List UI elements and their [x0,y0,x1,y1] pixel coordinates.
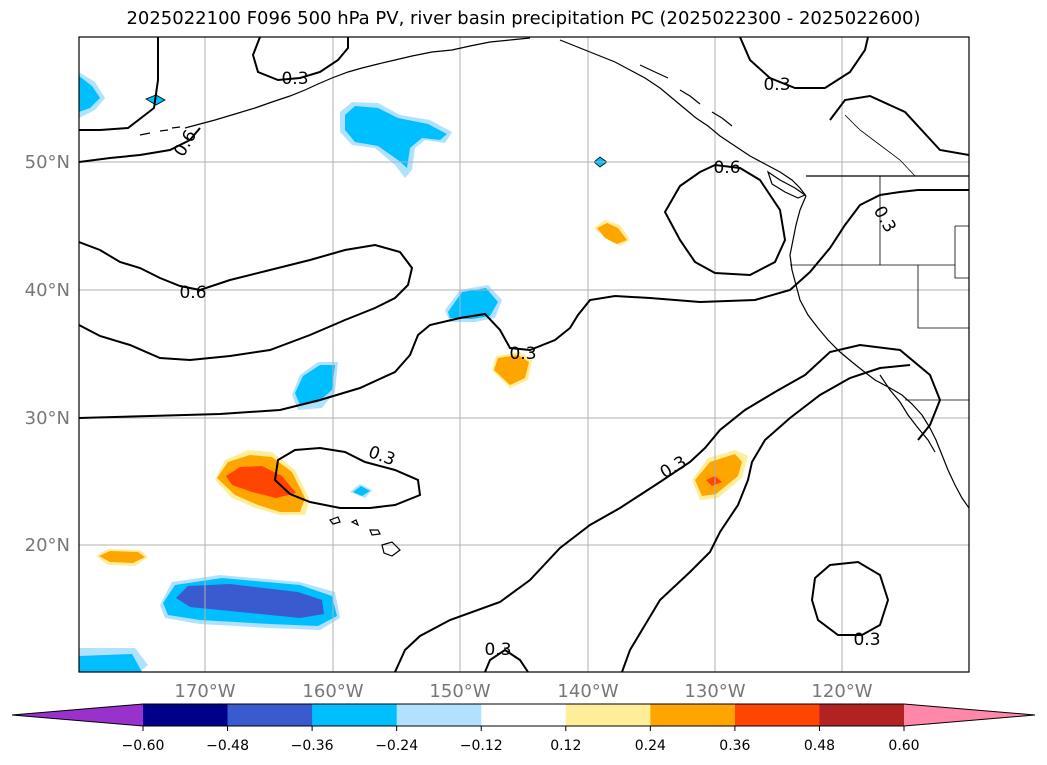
contour-label-03-central: 0.3 [509,344,536,364]
colorbar-tick-label: −0.60 [122,738,165,754]
gridlines [79,37,969,672]
lat-label-50n: 50°N [25,152,70,173]
contour-label-03-north: 0.3 [281,69,308,89]
latitude-labels: 50°N 40°N 30°N 20°N [25,152,70,556]
map-frame [78,36,970,673]
map-title: 2025022100 F096 500 hPa PV, river basin … [126,8,921,29]
contour-label-03-se: 0.3 [853,630,880,650]
longitude-labels: 170°W 160°W 150°W 140°W 130°W 120°W [174,681,872,702]
colorbar-tick-label: 0.36 [719,738,750,754]
colorbar-tick-label: −0.48 [206,738,249,754]
colorbar-extend-high [904,704,1035,726]
colorbar-cell [312,704,398,726]
lon-label-140w: 140°W [557,681,618,702]
colorbar-cell [481,704,567,726]
colorbar-cell [734,704,820,726]
colorbar-cell [819,704,905,726]
lon-label-120w: 120°W [811,681,872,702]
contour-label-06-bc: 0.6 [713,158,740,178]
colorbar-tick-label: 0.48 [804,738,835,754]
colorbar-tick-label: 0.24 [635,738,666,754]
lon-label-150w: 150°W [429,681,490,702]
colorbar: −0.60 −0.48 −0.36 −0.24 −0.12 0.12 0.24 0.36 0.4… [11,703,1036,754]
contour-label-03-south: 0.3 [484,640,511,660]
lon-label-170w: 170°W [174,681,235,702]
colorbar-tick-label: −0.36 [291,738,334,754]
colorbar-cell [396,704,482,726]
colorbar-cell [143,704,229,726]
colorbar-tick-label: 0.60 [888,738,919,754]
colorbar-cell [565,704,651,726]
colorbar-tick-label: −0.24 [375,738,418,754]
colorbar-cell [650,704,736,726]
lat-label-40n: 40°N [25,280,70,301]
lat-label-30n: 30°N [25,408,70,429]
colorbar-extend-low [12,704,143,726]
contour-label-03-ne: 0.3 [763,75,790,95]
contour-label-06-west: 0.6 [179,283,206,303]
lat-label-20n: 20°N [25,535,70,556]
lon-label-160w: 160°W [302,681,363,702]
lon-label-130w: 130°W [684,681,745,702]
map-background [79,37,969,672]
colorbar-cell [227,704,313,726]
colorbar-tick-label: 0.12 [550,738,581,754]
coastlines [139,37,969,557]
pv-contours [79,37,969,672]
colorbar-tick-label: −0.12 [460,738,503,754]
